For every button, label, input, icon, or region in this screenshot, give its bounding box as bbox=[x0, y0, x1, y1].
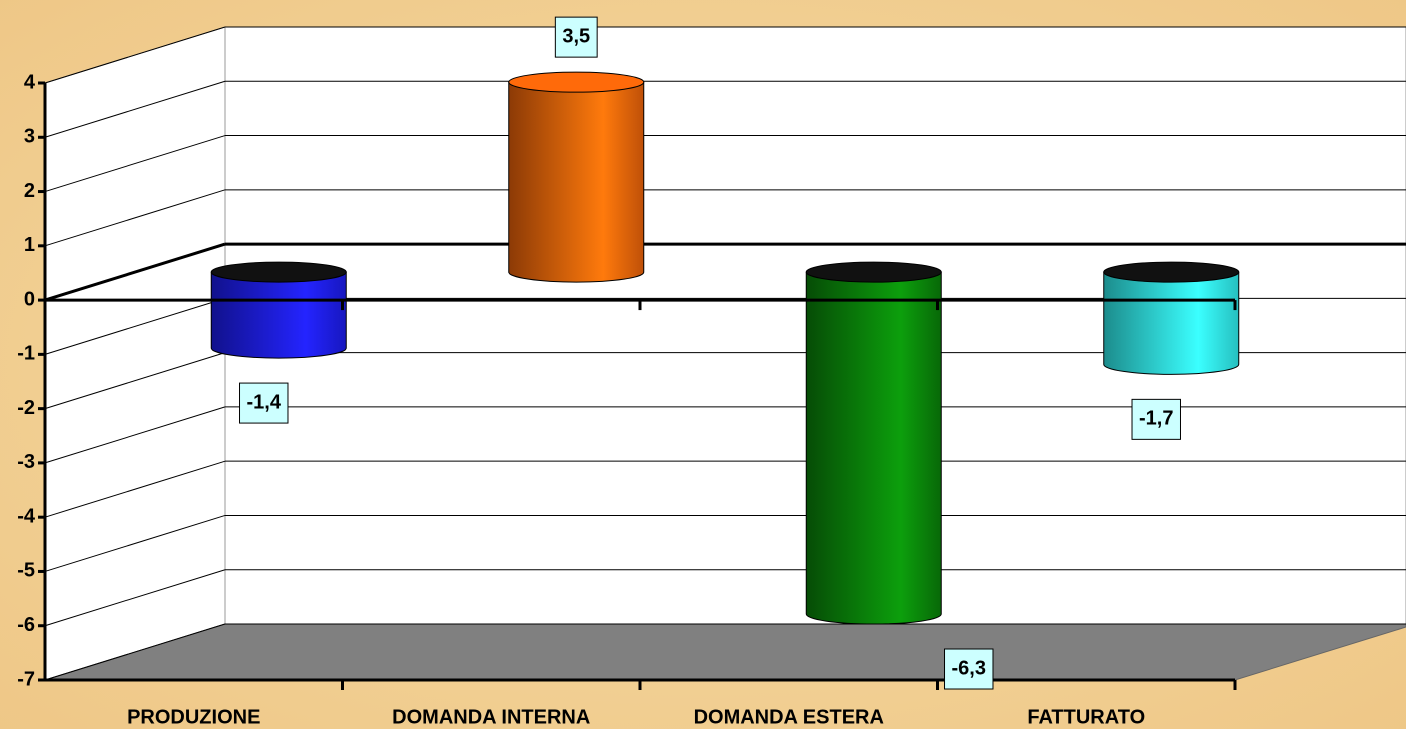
bar-top bbox=[1103, 261, 1240, 283]
x-tick-label: DOMANDA INTERNA bbox=[392, 706, 590, 728]
grid-line bbox=[44, 352, 226, 410]
grid-line bbox=[44, 569, 226, 627]
value-label-box bbox=[239, 382, 289, 424]
y-tick-label: 0 bbox=[24, 288, 35, 310]
y-tick-label: 1 bbox=[24, 234, 35, 256]
bar-top bbox=[210, 261, 347, 283]
bar-top bbox=[805, 261, 942, 283]
grid-line bbox=[44, 26, 226, 84]
x-tick-label: FATTURATO bbox=[1027, 706, 1145, 728]
x-tick-label: DOMANDA ESTERA bbox=[694, 706, 884, 728]
y-tick-label: -3 bbox=[17, 451, 35, 473]
grid-line bbox=[44, 460, 226, 518]
value-label: -1,7 bbox=[1139, 408, 1173, 430]
bar bbox=[210, 271, 347, 359]
side-wall bbox=[44, 26, 226, 681]
grid-line bbox=[44, 135, 226, 193]
y-tick-label: 4 bbox=[24, 71, 36, 93]
grid-line bbox=[44, 406, 226, 464]
bar bbox=[508, 81, 645, 283]
floor bbox=[44, 623, 1406, 681]
y-tick-label: -7 bbox=[17, 668, 35, 690]
value-label-box bbox=[944, 648, 994, 690]
value-label: -1,4 bbox=[247, 391, 282, 413]
y-tick-label: -1 bbox=[17, 343, 35, 365]
grid-line bbox=[44, 514, 226, 572]
zero-line-side bbox=[44, 242, 226, 302]
y-tick-label: -4 bbox=[17, 505, 36, 527]
bar bbox=[805, 271, 942, 625]
y-tick-label: 3 bbox=[24, 126, 35, 148]
bar bbox=[1103, 271, 1240, 375]
value-label-box bbox=[1131, 398, 1181, 440]
grid-line bbox=[44, 297, 226, 355]
y-tick-label: -2 bbox=[17, 397, 35, 419]
x-tick-label: PRODUZIONE bbox=[127, 706, 260, 728]
bar-top bbox=[508, 71, 645, 93]
y-tick-label: -5 bbox=[17, 560, 35, 582]
grid-line bbox=[44, 80, 226, 138]
grid-line bbox=[44, 189, 226, 247]
value-label: 3,5 bbox=[562, 25, 590, 47]
y-tick-label: -6 bbox=[17, 614, 35, 636]
value-label: -6,3 bbox=[952, 657, 986, 679]
grid-line bbox=[44, 623, 226, 681]
value-label-box bbox=[554, 16, 598, 58]
y-tick-label: 2 bbox=[24, 180, 35, 202]
